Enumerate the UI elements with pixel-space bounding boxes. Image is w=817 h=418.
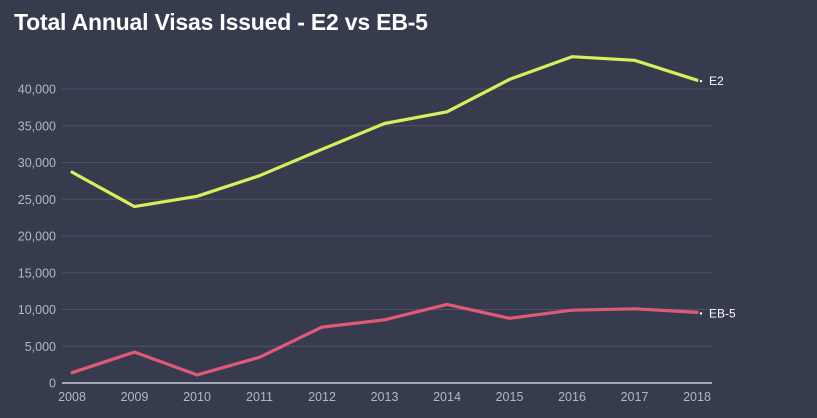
series-lines: [70, 55, 699, 377]
x-tick-label: 2018: [683, 390, 711, 404]
y-tick-label: 40,000: [18, 83, 56, 97]
y-tick-label: 30,000: [18, 156, 56, 170]
y-tick-label: 5,000: [25, 340, 56, 354]
y-tick-label: 25,000: [18, 193, 56, 207]
x-tick-label: 2010: [183, 390, 211, 404]
y-tick-label: 0: [49, 377, 56, 391]
x-tick-label: 2016: [558, 390, 586, 404]
x-tick-label: 2017: [621, 390, 649, 404]
y-tick-label: 35,000: [18, 119, 56, 133]
x-tick-label: 2011: [246, 390, 273, 404]
series-label-marker: [699, 312, 703, 315]
series-label: EB-5: [709, 306, 736, 320]
x-tick-label: 2014: [433, 390, 461, 404]
x-tick-label: 2015: [496, 390, 524, 404]
x-tick-label: 2013: [371, 390, 399, 404]
y-tick-label: 15,000: [18, 266, 56, 280]
series-line-e2: [70, 55, 699, 209]
chart-title: Total Annual Visas Issued - E2 vs EB-5: [14, 9, 428, 35]
series-label: E2: [709, 74, 724, 88]
y-tick-label: 10,000: [18, 303, 56, 317]
x-tick-label: 2012: [308, 390, 336, 404]
axes: 0 5,000 10,000 15,000 20,000 25,000 30,000 35,0…: [18, 83, 712, 404]
series-labels: E2 EB-5: [699, 74, 736, 320]
y-tick-label: 20,000: [18, 230, 56, 244]
gridlines: [62, 88, 712, 347]
series-label-marker: [699, 79, 703, 83]
x-tick-label: 2009: [121, 390, 149, 404]
x-tick-label: 2008: [58, 390, 86, 404]
series-line-eb5: [70, 302, 699, 377]
